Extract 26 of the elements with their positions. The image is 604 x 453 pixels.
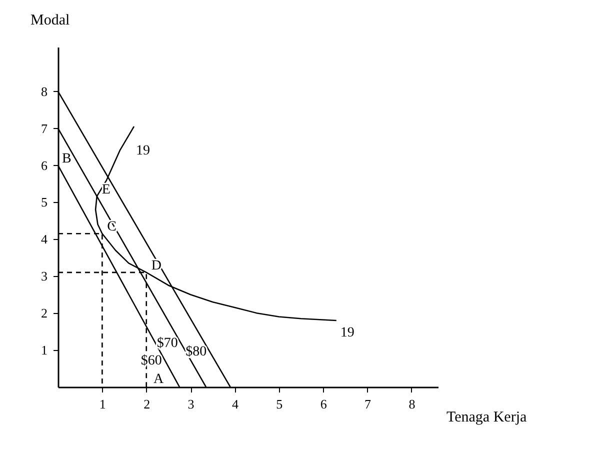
y-tick-label: 8 [41,84,48,99]
y-tick-label: 4 [41,232,48,247]
y-tick-label: 6 [41,158,48,173]
series-label: $60 [140,353,162,368]
x-tick-label: 7 [364,396,372,412]
y-tick-label: 3 [41,268,48,284]
series-label: $70 [156,336,178,352]
x-tick-label: 2 [144,396,150,412]
y-axis-title: Modal [30,12,70,28]
x-tick-label: 8 [408,396,416,412]
y-tick-label: 7 [41,120,48,136]
annotation: B [62,151,72,166]
x-tick-label: 6 [320,396,328,412]
x-tick-label: 4 [232,396,239,412]
annotation: A [154,372,165,387]
text: 19 [136,143,150,158]
y-tick-label: 5 [41,194,48,210]
x-axis-title: Tenaga Kerja [446,410,527,426]
x-tick-label: 3 [188,396,194,412]
annotation: E [102,182,110,198]
y-tick-label: 1 [41,342,48,358]
x-tick-label: 1 [99,396,106,412]
y-tick-label: 2 [41,306,48,321]
x-tick-label: 5 [276,396,283,412]
series-label: 19 [340,325,354,340]
series-label: $80 [186,344,207,360]
